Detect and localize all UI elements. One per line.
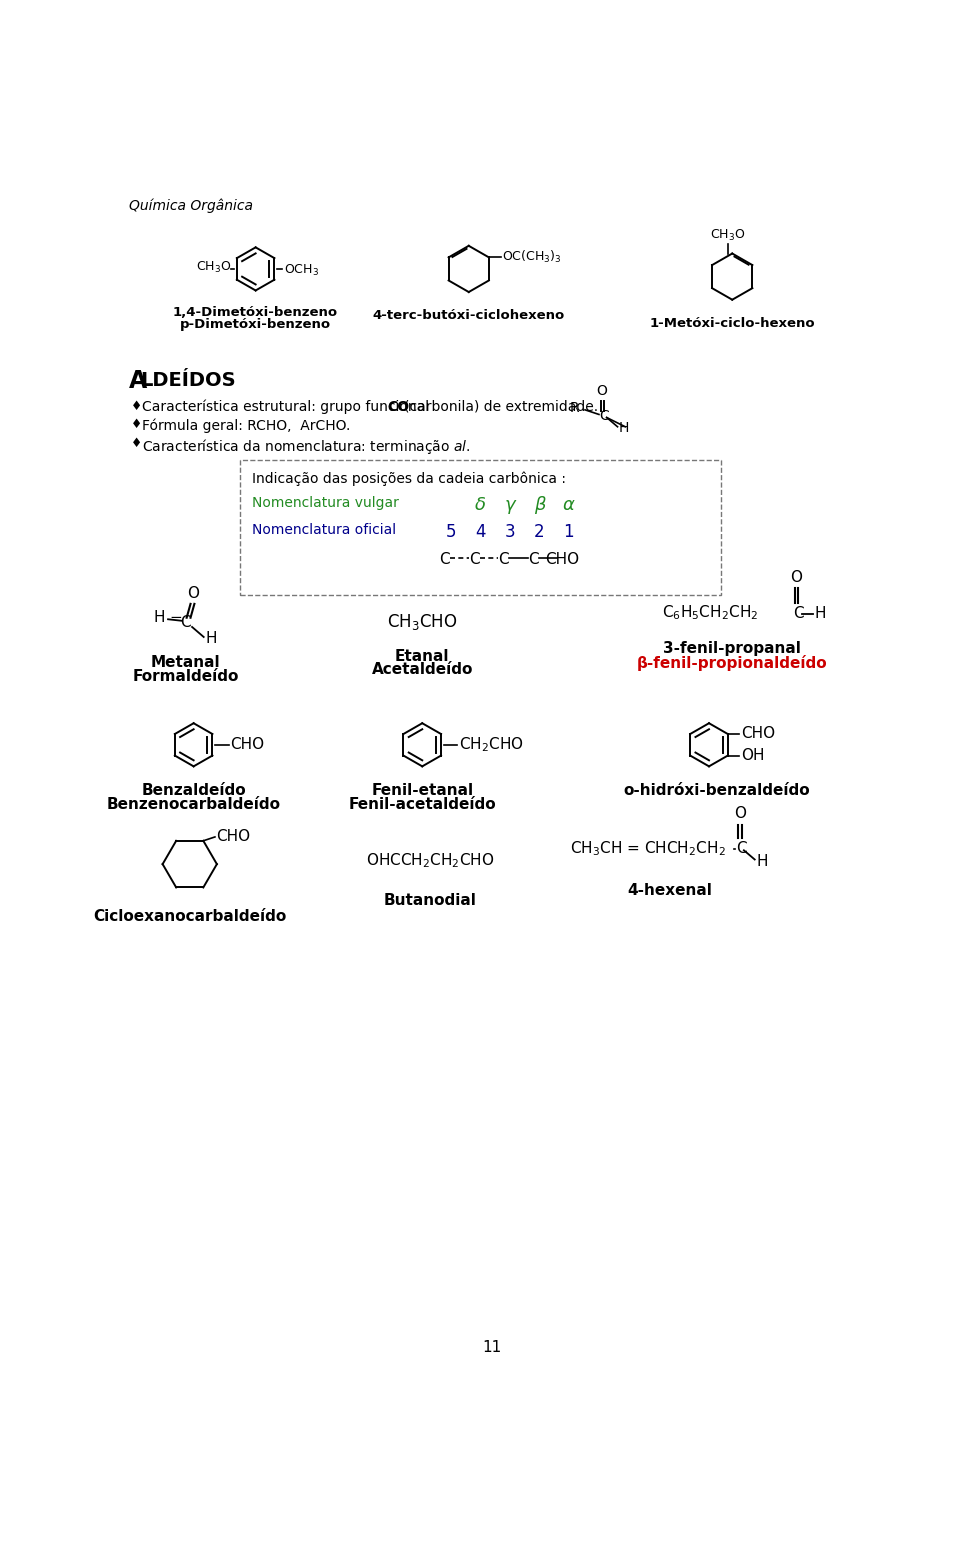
Text: 1: 1 — [564, 523, 574, 540]
Text: p-Dimetóxi-benzeno: p-Dimetóxi-benzeno — [180, 319, 331, 331]
Text: β-fenil-propionaldeído: β-fenil-propionaldeído — [636, 655, 828, 670]
Text: 4: 4 — [475, 523, 486, 540]
Text: Fenil-acetaldeído: Fenil-acetaldeído — [348, 797, 496, 813]
Text: C: C — [793, 607, 804, 621]
Text: H: H — [619, 421, 630, 435]
Text: H: H — [756, 853, 768, 868]
Text: CHO: CHO — [230, 737, 264, 752]
Text: ♦: ♦ — [131, 418, 142, 432]
Text: Acetaldeído: Acetaldeído — [372, 663, 473, 678]
Text: δ: δ — [475, 495, 486, 514]
Text: OH: OH — [741, 748, 764, 763]
Text: −: − — [169, 610, 182, 625]
Text: O: O — [596, 384, 608, 398]
Text: Formaldeído: Formaldeído — [132, 669, 239, 684]
Text: Metanal: Metanal — [151, 655, 221, 670]
Text: Característica da nomenclatura: terminação $\it{al}$.: Característica da nomenclatura: terminaç… — [142, 437, 470, 455]
Text: 3-fenil-propanal: 3-fenil-propanal — [663, 641, 802, 656]
Text: LDEÍDOS: LDEÍDOS — [140, 370, 236, 390]
Text: Butanodial: Butanodial — [384, 893, 476, 907]
Text: Etanal: Etanal — [395, 649, 449, 664]
Text: Nomenclatura oficial: Nomenclatura oficial — [252, 523, 396, 537]
Text: C: C — [599, 409, 609, 423]
Text: R: R — [569, 401, 579, 415]
Text: CH$_3$O: CH$_3$O — [710, 228, 745, 243]
Text: O: O — [187, 585, 200, 601]
Text: OHCCH$_2$CH$_2$CHO: OHCCH$_2$CH$_2$CHO — [366, 851, 494, 870]
Text: 1-Metóxi-ciclo-hexeno: 1-Metóxi-ciclo-hexeno — [649, 317, 815, 330]
Text: Benzaldeído: Benzaldeído — [141, 783, 246, 799]
Text: CH$_2$CHO: CH$_2$CHO — [459, 735, 523, 754]
Text: γ: γ — [505, 495, 516, 514]
Text: CH$_3$O: CH$_3$O — [196, 260, 230, 276]
FancyBboxPatch shape — [240, 460, 721, 594]
Text: 11: 11 — [482, 1339, 502, 1354]
Text: CHO: CHO — [545, 553, 580, 567]
Text: O: O — [791, 570, 803, 585]
Text: 4-terc-butóxi-ciclohexeno: 4-terc-butóxi-ciclohexeno — [372, 310, 564, 322]
Text: CHO: CHO — [217, 830, 251, 845]
Text: ♦: ♦ — [131, 437, 142, 450]
Text: Indicação das posições da cadeia carbônica :: Indicação das posições da cadeia carbôni… — [252, 472, 565, 486]
Text: α: α — [563, 495, 575, 514]
Text: Nomenclatura vulgar: Nomenclatura vulgar — [252, 495, 398, 511]
Text: Química Orgânica: Química Orgânica — [130, 198, 253, 212]
Text: OCH$_3$: OCH$_3$ — [283, 263, 319, 279]
Text: Benzenocarbaldeído: Benzenocarbaldeído — [107, 797, 280, 813]
Text: C: C — [498, 553, 509, 567]
Text: OC(CH$_3$)$_3$: OC(CH$_3$)$_3$ — [502, 249, 562, 265]
Text: Cicloexanocarbaldeído: Cicloexanocarbaldeído — [93, 909, 286, 924]
Text: 4-hexenal: 4-hexenal — [628, 884, 712, 898]
Text: C$_6$H$_5$CH$_2$CH$_2$: C$_6$H$_5$CH$_2$CH$_2$ — [662, 604, 758, 622]
Text: o-hidróxi-benzaldeído: o-hidróxi-benzaldeído — [623, 783, 810, 799]
Text: CO: CO — [388, 399, 410, 413]
Text: C: C — [528, 553, 539, 567]
Text: H: H — [154, 610, 165, 625]
Text: (carbonila) de extremidade.: (carbonila) de extremidade. — [404, 399, 598, 413]
Text: A: A — [130, 368, 148, 393]
Text: 1,4-Dimetóxi-benzeno: 1,4-Dimetóxi-benzeno — [173, 307, 338, 319]
Text: CH$_3$CH = CHCH$_2$CH$_2$: CH$_3$CH = CHCH$_2$CH$_2$ — [569, 839, 725, 858]
Text: Fenil-etanal: Fenil-etanal — [372, 783, 473, 799]
Text: CHO: CHO — [741, 726, 775, 741]
Text: C: C — [736, 841, 747, 856]
Text: C: C — [440, 553, 450, 567]
Text: β: β — [534, 495, 545, 514]
Text: 5: 5 — [445, 523, 456, 540]
Text: O: O — [734, 807, 746, 820]
Text: C: C — [180, 615, 191, 630]
Text: ♦: ♦ — [131, 399, 142, 413]
Text: Característica estrutural: grupo funcional: Característica estrutural: grupo funcion… — [142, 399, 429, 415]
Text: 2: 2 — [534, 523, 544, 540]
Text: H: H — [814, 607, 826, 621]
Text: C: C — [468, 553, 479, 567]
Text: 3: 3 — [505, 523, 516, 540]
Text: Fórmula geral: RCHO,  ArCHO.: Fórmula geral: RCHO, ArCHO. — [142, 418, 350, 433]
Text: CH$_3$CHO: CH$_3$CHO — [387, 611, 458, 632]
Text: H: H — [205, 632, 217, 646]
